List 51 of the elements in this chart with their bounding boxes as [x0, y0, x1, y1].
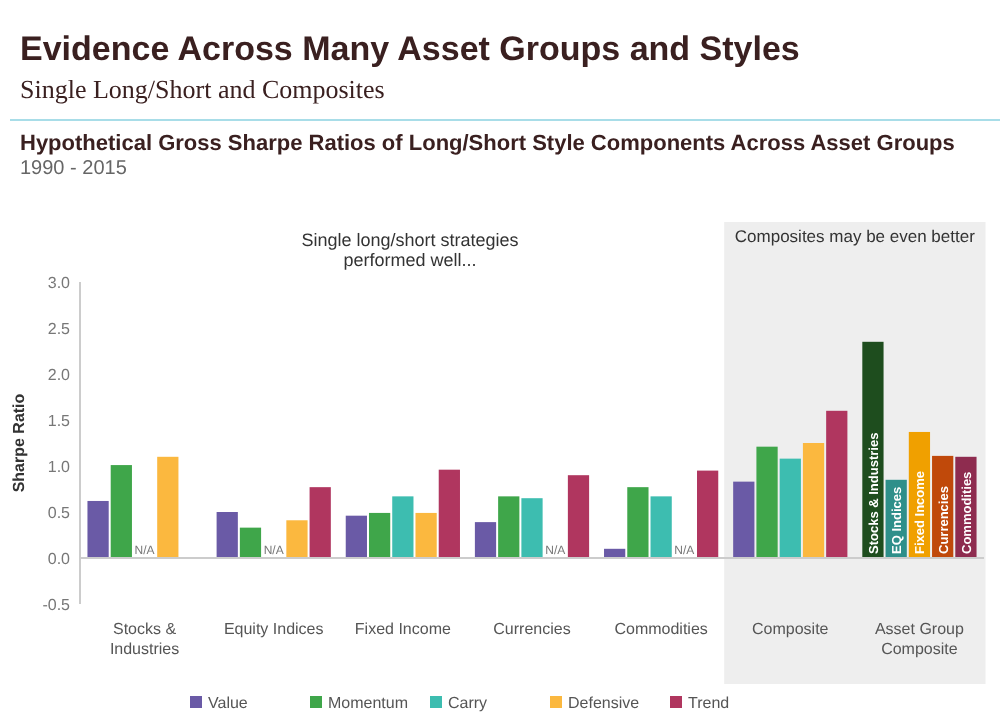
legend-label: Momentum	[328, 694, 409, 712]
bar	[826, 410, 848, 558]
y-tick-label: 1.0	[47, 458, 72, 476]
y-tick-label: 2.5	[47, 320, 72, 338]
bar	[474, 522, 497, 558]
bar	[368, 512, 391, 558]
bar	[650, 496, 672, 558]
bar	[216, 512, 238, 558]
x-tick-label: Commodities	[614, 620, 708, 638]
x-tick-label: Composite	[752, 620, 830, 638]
bar	[521, 498, 543, 558]
x-tick-label: Asset Group Composite	[874, 620, 965, 658]
text: Single long/short strategies performed well...	[301, 230, 520, 270]
bar	[157, 456, 179, 558]
y-axis-title: Sharpe Ratio	[10, 393, 28, 493]
bar	[697, 470, 719, 558]
bar	[733, 481, 755, 558]
bar	[779, 458, 801, 558]
bar	[87, 500, 109, 558]
legend-label: Trend	[688, 694, 730, 712]
legend-label: Carry	[448, 694, 488, 712]
bar	[438, 469, 460, 558]
bar	[567, 475, 590, 558]
bar	[110, 465, 132, 558]
bar	[802, 443, 825, 558]
bar	[627, 487, 649, 558]
bar	[756, 446, 778, 558]
bar	[239, 527, 262, 558]
bar	[392, 496, 414, 558]
bar	[345, 515, 367, 558]
y-tick-label: 2.0	[47, 366, 72, 384]
band-label: Composites may be even better	[734, 226, 976, 246]
y-tick-label: -0.5	[42, 596, 72, 614]
bar	[415, 512, 437, 558]
y-tick-label: 0.0	[47, 550, 72, 568]
bar	[286, 520, 308, 558]
text: Hypothetical Gross Sharpe Ratios of Long/Short Style Components Across Asset Groups	[20, 132, 955, 156]
y-tick-label: 3.0	[47, 274, 72, 292]
bar	[309, 487, 331, 558]
chart-subtitle: Single Long/Short and Composites	[20, 74, 385, 104]
legend-label: Defensive	[568, 694, 641, 712]
x-tick-label: Currencies	[493, 620, 571, 638]
y-tick-label: 1.5	[47, 412, 72, 430]
text: 1990 - 2015	[20, 158, 128, 180]
legend-label: Value	[208, 694, 249, 712]
bar	[498, 496, 520, 558]
chart-title: Evidence Across Many Asset Groups and Styles	[20, 30, 800, 68]
y-tick-label: 0.5	[47, 504, 72, 522]
x-tick-label: Equity Indices	[223, 620, 324, 638]
x-tick-label: Fixed Income	[354, 620, 452, 638]
x-tick-label: Stocks & Industries	[109, 620, 180, 658]
